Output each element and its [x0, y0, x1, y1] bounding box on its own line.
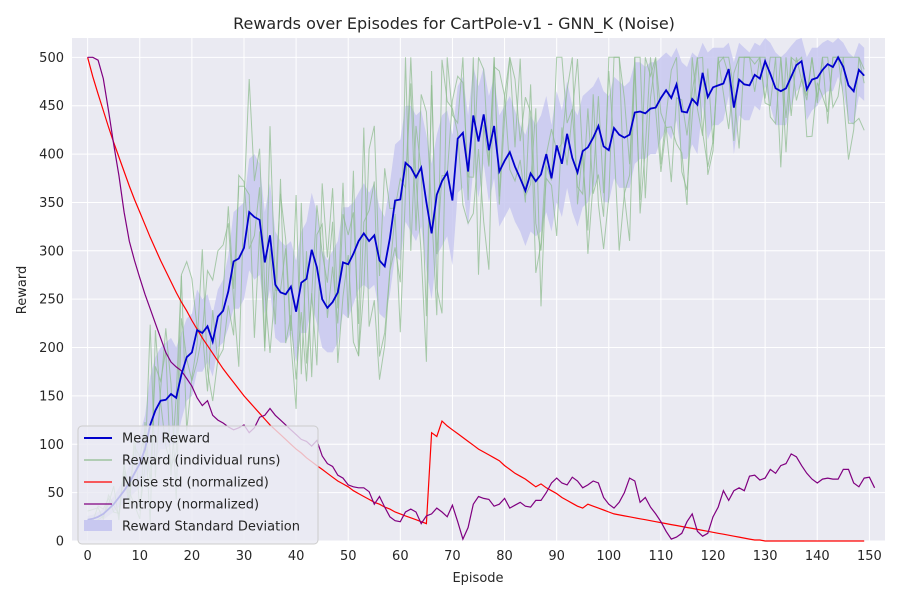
y-tick-label: 300 [39, 244, 64, 259]
y-tick-label: 500 [39, 51, 64, 66]
mean-reward-line [87, 55, 865, 521]
x-tick-label: 30 [236, 549, 253, 564]
legend-label-mean: Mean Reward [122, 432, 210, 447]
x-tick-label: 150 [857, 549, 882, 564]
x-tick-label: 110 [648, 549, 673, 564]
y-tick-label: 100 [39, 438, 64, 453]
series-lines-layer [87, 55, 876, 542]
y-tick-label: 450 [39, 99, 64, 114]
entropy-line [87, 56, 876, 541]
y-tick-label: 350 [39, 196, 64, 211]
x-tick-label: 120 [701, 549, 726, 564]
legend-swatch-band [84, 520, 112, 531]
x-tick-label: 40 [288, 549, 305, 564]
individual-run-line [87, 56, 865, 521]
x-tick-label: 20 [184, 549, 201, 564]
legend-label-noise: Noise std (normalized) [122, 476, 269, 491]
x-tick-label: 0 [83, 549, 91, 564]
y-tick-label: 150 [39, 389, 64, 404]
noise-std-line [87, 57, 865, 542]
x-tick-label: 130 [753, 549, 778, 564]
y-axis-label: Reward [15, 266, 30, 314]
x-tick-label: 100 [596, 549, 621, 564]
y-tick-label: 0 [56, 535, 64, 550]
x-tick-label: 10 [131, 549, 148, 564]
y-tick-label: 250 [39, 293, 64, 308]
legend: Mean Reward Reward (individual runs) Noise… [77, 425, 319, 545]
x-tick-label: 140 [805, 549, 830, 564]
x-tick-label: 60 [392, 549, 409, 564]
individual-run-line [87, 56, 865, 523]
x-tick-label: 70 [444, 549, 461, 564]
x-tick-label: 80 [496, 549, 513, 564]
legend-box [77, 425, 319, 545]
y-tick-label: 400 [39, 148, 64, 163]
x-tick-label: 90 [548, 549, 565, 564]
axis-ticks: 0 10 20 30 40 50 60 70 80 90 100 110 120 130 140 150 0 50… [39, 51, 882, 564]
y-tick-label: 200 [39, 341, 64, 356]
legend-label-band: Reward Standard Deviation [122, 520, 300, 535]
x-axis-label: Episode [452, 571, 503, 586]
legend-label-runs: Reward (individual runs) [122, 454, 281, 469]
chart-title: Rewards over Episodes for CartPole-v1 - … [233, 14, 675, 34]
x-tick-label: 50 [340, 549, 357, 564]
y-tick-label: 50 [47, 486, 64, 501]
legend-label-entropy: Entropy (normalized) [122, 498, 259, 513]
